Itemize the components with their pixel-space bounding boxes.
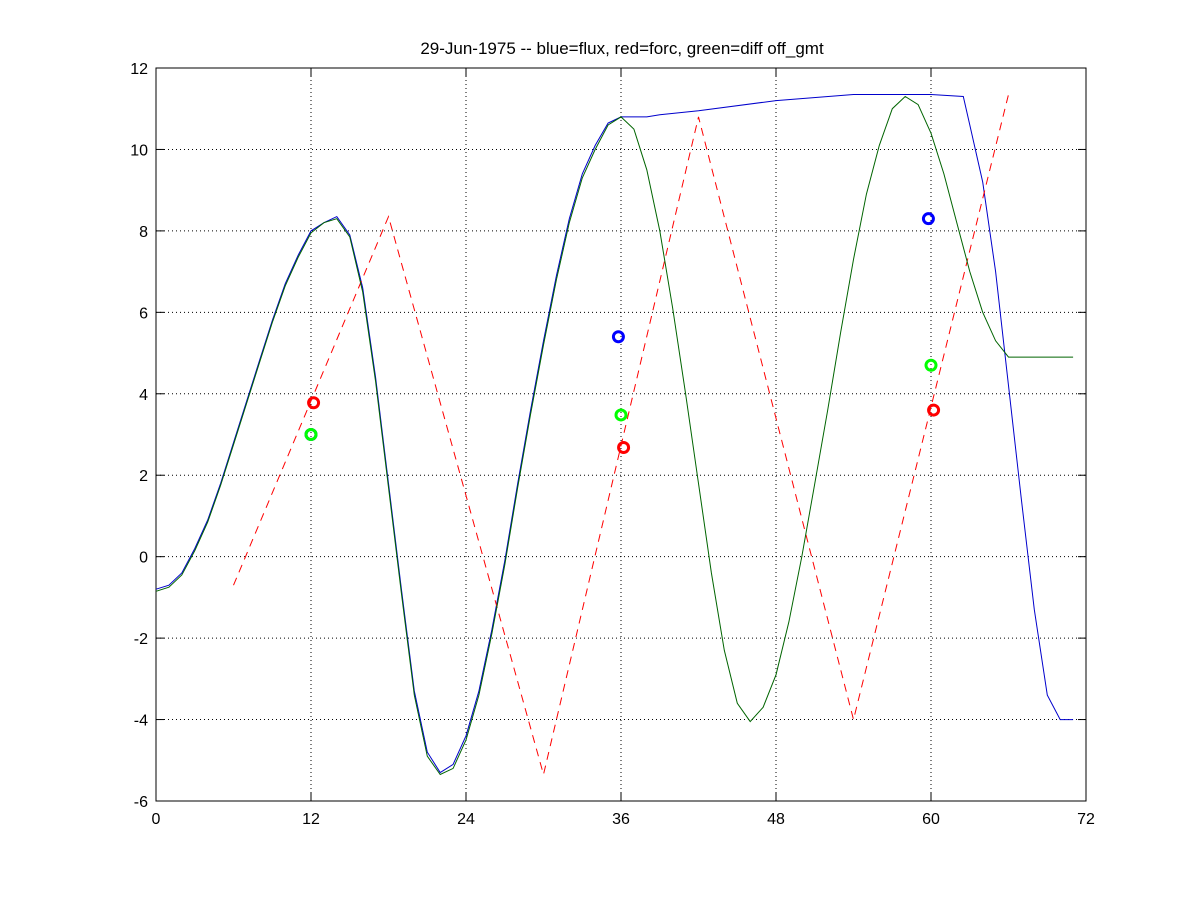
marker-point bbox=[307, 396, 321, 410]
x-tick-label: 48 bbox=[767, 811, 785, 828]
y-tick-label: -6 bbox=[134, 794, 148, 811]
y-tick-label: 0 bbox=[139, 550, 148, 567]
data-markers bbox=[304, 212, 941, 455]
y-tick-label: 6 bbox=[139, 305, 148, 322]
y-tick-label: 12 bbox=[130, 61, 148, 78]
grid-lines bbox=[156, 68, 1086, 801]
marker-point bbox=[304, 428, 318, 441]
x-tick-label: 60 bbox=[922, 811, 940, 828]
y-tick-label: 10 bbox=[130, 142, 148, 159]
series-lines bbox=[155, 94, 1074, 776]
marker-point bbox=[611, 330, 625, 344]
marker-point bbox=[614, 408, 628, 422]
y-tick-label: 4 bbox=[139, 387, 148, 404]
marker-point bbox=[921, 212, 935, 226]
y-tick-label: 2 bbox=[139, 468, 148, 485]
marker-point bbox=[617, 441, 631, 455]
x-tick-label: 36 bbox=[612, 811, 630, 828]
x-tick-label: 12 bbox=[302, 811, 320, 828]
series-line-0 bbox=[155, 94, 1074, 774]
series-line-2 bbox=[155, 95, 1074, 776]
x-tick-label: 24 bbox=[457, 811, 475, 828]
axes bbox=[155, 67, 1087, 802]
marker-point bbox=[927, 403, 941, 417]
x-tick-label: 72 bbox=[1077, 811, 1095, 828]
y-tick-label: -4 bbox=[134, 713, 148, 730]
marker-point bbox=[924, 358, 938, 372]
y-tick-label: 8 bbox=[139, 224, 148, 241]
y-tick-label: -2 bbox=[134, 631, 148, 648]
series-line-1 bbox=[233, 94, 1009, 775]
chart-title: 29-Jun-1975 -- blue=flux, red=forc, gree… bbox=[420, 39, 824, 58]
x-tick-label: 0 bbox=[152, 811, 161, 828]
